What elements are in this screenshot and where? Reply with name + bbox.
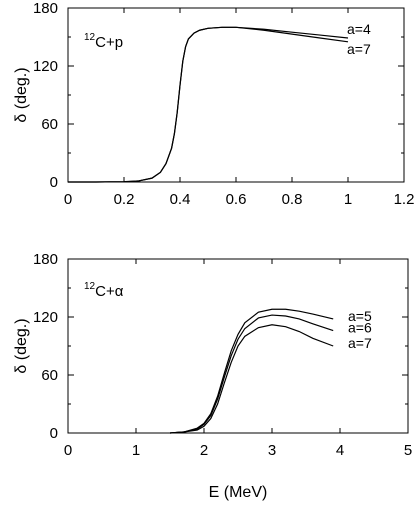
- y-tick-label: 60: [41, 367, 58, 384]
- x-tick-label: 1.2: [394, 191, 415, 208]
- chart-top-12c-p: δ (deg.) 12C+p 0 0.2 0.4 0.6 0.8 1 1.2 0 60 120 18…: [13, 0, 414, 208]
- x-axis-label: E (MeV): [209, 484, 268, 501]
- x-tick-label: 0: [64, 442, 72, 459]
- x-tick-label: 5: [404, 442, 412, 459]
- series-label-a-7: a=7: [347, 41, 371, 57]
- x-tick-label: 2: [200, 442, 208, 459]
- series-label-a-4: a=4: [347, 21, 371, 37]
- system-label-text: C+p: [95, 34, 123, 51]
- system-label: 12C+p: [84, 32, 123, 51]
- x-tick-label: 4: [336, 442, 344, 459]
- x-tick-label: 0.8: [282, 191, 303, 208]
- y-tick-label: 180: [33, 0, 58, 17]
- series-label-a-7: a=7: [348, 335, 372, 351]
- series-label-a-6: a=6: [348, 320, 372, 336]
- x-tick-label: 1: [344, 191, 352, 208]
- series-line-a-5: [169, 308, 334, 434]
- system-label-text: C+α: [95, 283, 124, 300]
- system-label: 12C+α: [84, 281, 124, 300]
- chart-bottom-12c-alpha: δ (deg.) E (MeV) 12C+α 0 1 2 3 4 5060120180a=…: [13, 251, 412, 501]
- x-tick-label: 1: [132, 442, 140, 459]
- y-axis-label: δ (deg.): [13, 318, 30, 373]
- system-label-sup: 12: [84, 32, 96, 43]
- y-tick-label: 180: [33, 251, 58, 268]
- x-tick-label: 0.2: [114, 191, 135, 208]
- y-tick-label: 0: [50, 174, 58, 191]
- y-tick-label: 60: [41, 116, 58, 133]
- series-line-a-6: [169, 314, 334, 434]
- y-tick-label: 120: [33, 58, 58, 75]
- x-tick-label: 0.6: [226, 191, 247, 208]
- x-tick-label: 0.4: [170, 191, 191, 208]
- system-label-sup: 12: [84, 281, 96, 292]
- x-tick-label: 3: [268, 442, 276, 459]
- x-tick-label: 0: [64, 191, 72, 208]
- y-axis-label: δ (deg.): [13, 67, 30, 122]
- series-line-a-7: [169, 324, 334, 434]
- y-tick-label: 120: [33, 309, 58, 326]
- series-line-a-7: [68, 26, 349, 183]
- y-tick-label: 0: [50, 425, 58, 442]
- series-label-a-5: a=5: [348, 308, 372, 324]
